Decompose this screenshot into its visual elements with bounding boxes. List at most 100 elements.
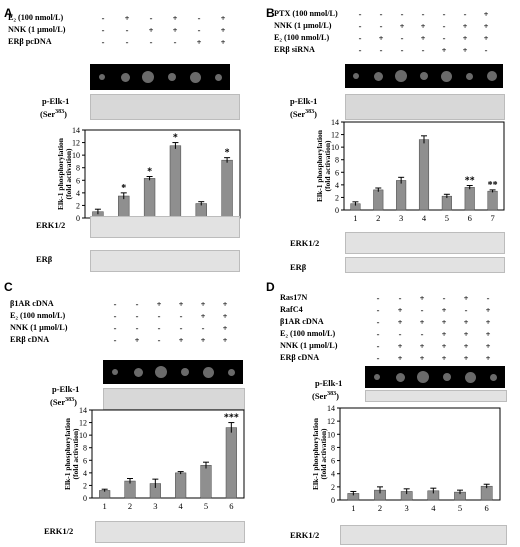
y-tick-label: 2 xyxy=(76,201,80,210)
condition-sign: - xyxy=(157,323,161,333)
condition-sign: + xyxy=(485,305,491,315)
condition-sign: - xyxy=(442,293,446,303)
condition-label: NNK (1 µmol/L) xyxy=(274,21,332,30)
pelk-sub-label: (Ser383) xyxy=(50,396,77,407)
condition-label: ERβ siRNA xyxy=(274,45,315,54)
bar xyxy=(441,195,452,211)
y-tick-label: 6 xyxy=(335,168,339,177)
bar xyxy=(480,485,493,501)
dot-spot xyxy=(98,74,105,80)
condition-sign: + xyxy=(399,21,405,31)
significance-marker: *** xyxy=(224,413,239,424)
condition-sign: - xyxy=(421,9,425,19)
y-tick-label: 10 xyxy=(79,431,87,440)
dot-blot xyxy=(365,366,505,388)
condition-sign: - xyxy=(376,293,380,303)
dot-spot xyxy=(189,71,201,83)
y-tick-label: 4 xyxy=(83,469,87,478)
condition-sign: - xyxy=(157,335,161,345)
pelk-label: p-Elk-1 xyxy=(315,378,343,388)
dot-spot xyxy=(133,367,143,377)
condition-label: ERβ pcDNA xyxy=(8,37,52,46)
y-tick-label: 0 xyxy=(83,494,87,503)
y-tick-label: 0 xyxy=(331,496,335,505)
condition-sign: - xyxy=(358,45,362,55)
bar xyxy=(464,187,475,211)
x-tick-label: 5 xyxy=(445,213,449,223)
condition-sign: + xyxy=(463,329,469,339)
x-tick-label: 6 xyxy=(468,213,472,223)
x-tick-label: 3 xyxy=(153,501,157,511)
y-tick-label: 8 xyxy=(83,444,87,453)
y-axis-label: (fold activation) xyxy=(323,140,332,192)
condition-sign: + xyxy=(463,353,469,363)
condition-sign: - xyxy=(420,329,424,339)
y-tick-label: 10 xyxy=(331,143,339,152)
pelk-sub-label: (Ser383) xyxy=(290,108,317,119)
x-tick-label: 1 xyxy=(353,213,357,223)
y-axis-label: Elk-1 phosphorylation xyxy=(56,137,65,210)
condition-sign: + xyxy=(462,21,468,31)
y-tick-label: 6 xyxy=(331,457,335,466)
condition-sign: + xyxy=(172,13,178,23)
erb-label: ERβ xyxy=(290,262,307,272)
y-tick-label: 14 xyxy=(327,404,335,413)
condition-sign: + xyxy=(441,45,447,55)
condition-sign: + xyxy=(463,293,469,303)
panel-letter: D xyxy=(266,280,275,294)
condition-sign: + xyxy=(178,299,184,309)
condition-sign: - xyxy=(376,353,380,363)
condition-sign: - xyxy=(484,45,488,55)
condition-sign: + xyxy=(462,33,468,43)
condition-sign: + xyxy=(200,335,206,345)
condition-sign: - xyxy=(376,305,380,315)
condition-sign: - xyxy=(179,323,183,333)
y-tick-label: 14 xyxy=(79,406,87,415)
panel-d: D Ras17N RafC4 β1AR cDNA E₂ (100 nmol/L)… xyxy=(260,274,520,547)
y-tick-label: 14 xyxy=(72,126,80,135)
dot-spot xyxy=(167,73,176,81)
condition-sign: - xyxy=(149,37,153,47)
condition-sign: - xyxy=(442,33,446,43)
erb-blot xyxy=(345,257,505,273)
plot-frame xyxy=(84,129,241,219)
erk-blot xyxy=(345,232,505,254)
x-tick-label: 1 xyxy=(351,503,355,513)
x-tick-label: 2 xyxy=(376,213,380,223)
condition-sign: + xyxy=(419,341,425,351)
condition-sign: - xyxy=(135,323,139,333)
condition-sign: + xyxy=(200,299,206,309)
dot-spot xyxy=(111,369,118,375)
condition-label: E₂ (100 nmol/L) xyxy=(10,311,66,320)
condition-label: β1AR cDNA xyxy=(10,299,54,308)
panel-a: A E₂ (100 nmol/L) NNK (1 µmol/L) ERβ pcD… xyxy=(0,0,260,274)
condition-sign: - xyxy=(149,13,153,23)
dot-spot xyxy=(120,72,130,82)
condition-label: NNK (1 µmol/L) xyxy=(8,25,66,34)
dot-spot xyxy=(464,371,476,383)
significance-marker: * xyxy=(121,183,126,194)
x-tick-label: 5 xyxy=(458,503,462,513)
dot-spot xyxy=(417,371,430,383)
condition-sign: + xyxy=(156,299,162,309)
condition-sign: + xyxy=(441,305,447,315)
bar xyxy=(169,145,182,219)
condition-sign: - xyxy=(376,329,380,339)
x-tick-label: 1 xyxy=(103,501,107,511)
condition-sign: - xyxy=(179,311,183,321)
condition-sign: - xyxy=(358,9,362,19)
condition-sign: - xyxy=(464,305,468,315)
condition-sign: + xyxy=(485,341,491,351)
dot-spot xyxy=(395,70,408,82)
condition-sign: - xyxy=(486,293,490,303)
condition-sign: + xyxy=(441,353,447,363)
dot-spot xyxy=(395,372,405,382)
condition-sign: - xyxy=(358,21,362,31)
condition-sign: - xyxy=(135,299,139,309)
bar xyxy=(200,465,212,499)
dot-spot xyxy=(227,368,235,376)
erk-label: ERK1/2 xyxy=(36,220,66,230)
x-tick-label: 2 xyxy=(378,503,382,513)
condition-sign: + xyxy=(420,33,426,43)
dot-spot xyxy=(441,70,453,82)
